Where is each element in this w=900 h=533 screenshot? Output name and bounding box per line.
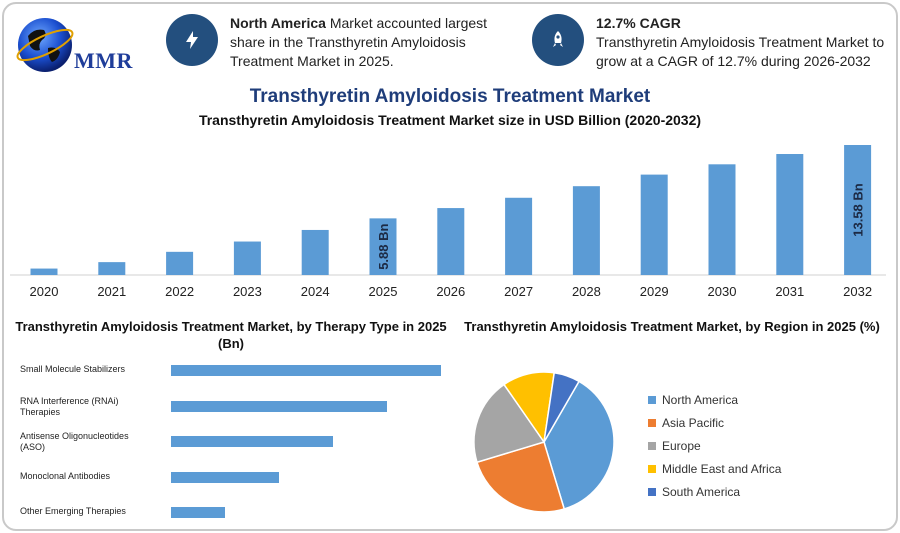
x-tick-label: 2022 (165, 284, 194, 299)
info-north-america: North America Market accounted largest s… (166, 14, 506, 71)
x-tick-label: 2030 (708, 284, 737, 299)
x-tick-label: 2024 (301, 284, 330, 299)
legend-swatch (648, 395, 656, 404)
x-tick-label: 2026 (436, 284, 465, 299)
bar-2031 (776, 154, 804, 275)
market-size-bar-chart: 2020 2021 2022 2023 2024 2025 5.88 Bn 2026 2027 2… (10, 145, 886, 299)
legend-label: Middle East and Africa (662, 461, 782, 476)
lightning-icon (166, 14, 218, 66)
bar-2030 (708, 164, 736, 275)
bar-2023 (233, 241, 261, 275)
legend-swatch (648, 487, 656, 496)
legend-label: Europe (662, 438, 701, 453)
bar-2026 (437, 208, 465, 275)
region-chart-title: Transthyretin Amyloidosis Treatment Mark… (464, 319, 880, 334)
therapy-label: Monoclonal Antibodies (20, 471, 111, 481)
pie-legend: North America Asia Pacific Europe Middle Ea… (648, 388, 781, 503)
x-tick-label: 2025 (369, 284, 398, 299)
legend-item: Asia Pacific (648, 411, 781, 434)
x-tick-label: 2021 (97, 284, 126, 299)
pie-slice (543, 371, 581, 443)
legend-swatch (648, 441, 656, 450)
pie-slice (473, 383, 546, 464)
bar-2028 (572, 186, 600, 275)
x-tick-label: 2028 (572, 284, 601, 299)
bar-2025 (369, 218, 397, 275)
bar-2029 (640, 174, 668, 275)
legend-label: North America (662, 392, 739, 407)
data-label: 13.58 Bn (851, 183, 866, 237)
pie-slice (476, 441, 566, 513)
therapy-bar (171, 436, 333, 447)
bar-2022 (166, 251, 194, 275)
main-title: Transthyretin Amyloidosis Treatment Mark… (249, 86, 651, 107)
x-tick-label: 2027 (504, 284, 533, 299)
x-tick-label: 2029 (640, 284, 669, 299)
therapy-label: Small Molecule Stabilizers (20, 364, 126, 374)
data-label: 5.88 Bn (376, 224, 391, 270)
bar-2027 (505, 197, 533, 275)
x-tick-label: 2032 (843, 284, 872, 299)
bar-chart-title: Transthyretin Amyloidosis Treatment Mark… (198, 112, 702, 128)
info-text: 12.7% CAGR Transthyretin Amyloidosis Trea… (596, 15, 885, 69)
therapy-label: Other Emerging Therapies (20, 506, 126, 516)
legend-label: Asia Pacific (662, 415, 725, 430)
therapy-bar (171, 472, 279, 483)
bar-2020 (30, 268, 58, 275)
x-tick-label: 2031 (775, 284, 804, 299)
legend-item: Europe (648, 434, 781, 457)
pie-slice (543, 380, 615, 510)
bar-2021 (98, 262, 126, 275)
therapy-label: RNA Interference (RNAi) Therapies (20, 396, 119, 417)
legend-item: South America (648, 480, 781, 503)
therapy-type-bar-chart (171, 365, 441, 518)
legend-swatch (648, 464, 656, 473)
info-cagr: 12.7% CAGR Transthyretin Amyloidosis Trea… (532, 14, 888, 71)
x-tick-label: 2023 (233, 284, 262, 299)
legend-swatch (648, 418, 656, 427)
bar-2032 (844, 145, 872, 275)
legend-item: North America (648, 388, 781, 411)
legend-item: Middle East and Africa (648, 457, 781, 480)
bar-2024 (301, 229, 329, 275)
logo-text: MMR (74, 48, 133, 73)
therapy-bar (171, 507, 225, 518)
mmr-logo: MMR (14, 14, 144, 76)
info-text: North America Market accounted largest s… (230, 15, 488, 69)
therapy-bar (171, 401, 387, 412)
therapy-chart-title: Transthyretin Amyloidosis Treatment Mark… (15, 319, 447, 351)
rocket-icon (532, 14, 584, 66)
region-pie-chart (473, 371, 615, 513)
legend-label: South America (662, 484, 741, 499)
globe-icon (16, 18, 74, 72)
therapy-bar (171, 365, 441, 376)
therapy-label: Antisense Oligonucleotides (ASO) (20, 431, 129, 452)
x-tick-label: 2020 (30, 284, 59, 299)
